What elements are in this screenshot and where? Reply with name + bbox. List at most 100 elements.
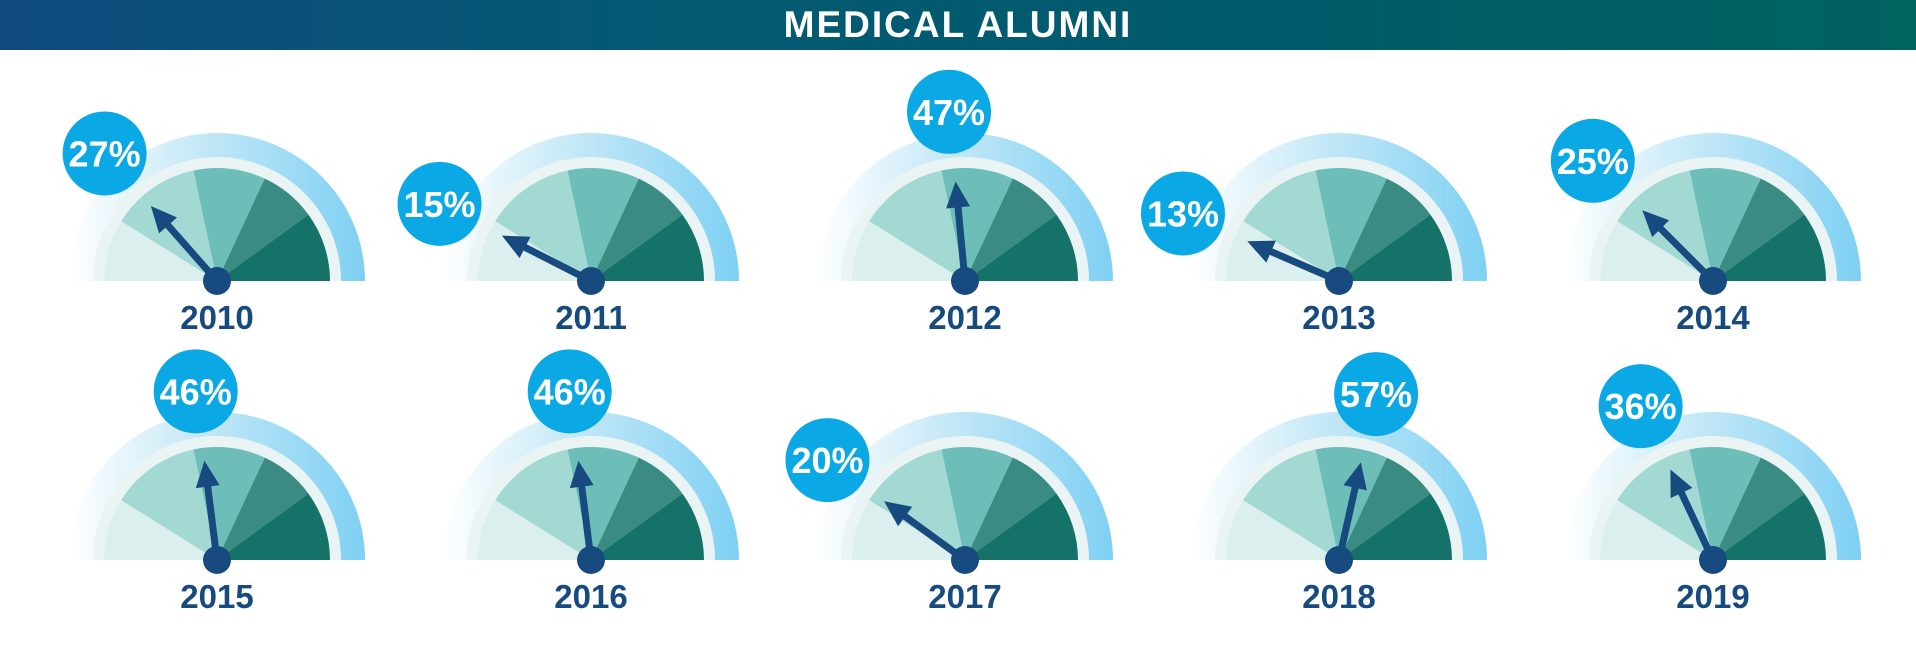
gauge-segment-2: [121, 449, 217, 560]
gauge-2010: 27% 2010: [62, 111, 365, 336]
needle-hub: [951, 267, 979, 295]
gauge-segment-4: [1339, 457, 1431, 560]
gauge-segment-5: [965, 493, 1078, 560]
gauge-2015: 46% 2015: [69, 349, 365, 615]
gauge-2013: 13% 2013: [1140, 133, 1487, 336]
year-label: 2012: [928, 299, 1001, 336]
needle-hub: [203, 267, 231, 295]
gauge-segment-5: [591, 214, 705, 281]
gauge-segment-4: [1713, 457, 1805, 560]
needle-arrowhead: [946, 181, 970, 209]
needle-hub: [1699, 546, 1727, 574]
page-title: MEDICAL ALUMNI: [783, 4, 1133, 45]
gauge-segment-2: [1243, 170, 1339, 281]
needle-arrowhead: [1247, 240, 1276, 263]
needle-arrowhead: [150, 205, 178, 234]
year-label: 2017: [928, 578, 1001, 615]
value-label: 20%: [791, 440, 863, 481]
gauge-segment-5: [1713, 493, 1826, 560]
year-label: 2015: [180, 578, 253, 615]
needle-arrowhead: [1642, 210, 1670, 238]
gauge-2012: 47% 2012: [817, 69, 1113, 336]
gauge-segment-5: [1339, 214, 1452, 281]
needle-hub: [951, 546, 979, 574]
gauge-segment-3: [1689, 447, 1761, 560]
gauge-segment-3: [1689, 168, 1761, 281]
value-label: 27%: [69, 133, 141, 174]
year-label: 2014: [1676, 299, 1750, 336]
gauge-segment-1: [1600, 221, 1713, 281]
title-banner: MEDICAL ALUMNI: [0, 0, 1916, 50]
value-bubble: [1550, 118, 1635, 203]
gauge-segment-4: [217, 457, 309, 560]
gauge-segment-1: [1600, 500, 1713, 560]
gauge-segment-5: [1713, 214, 1826, 281]
gauge-segment-2: [495, 449, 591, 560]
value-label: 15%: [403, 184, 475, 225]
gauge-segment-4: [217, 178, 309, 281]
gauge-segment-5: [591, 493, 705, 560]
year-label: 2016: [554, 578, 627, 615]
gauge-segment-4: [1713, 178, 1805, 281]
value-label: 13%: [1147, 193, 1219, 234]
value-bubble: [785, 418, 870, 503]
gauge-2018: 57% 2018: [1191, 352, 1487, 615]
gauge-segment-3: [941, 447, 1013, 560]
needle-hub: [1325, 546, 1353, 574]
value-label: 46%: [534, 371, 606, 412]
gauge-2016: 46% 2016: [443, 349, 739, 615]
gauge-segment-4: [591, 457, 683, 560]
needle-hub: [577, 546, 605, 574]
needle-arrowhead: [1670, 469, 1693, 499]
gauge-segment-5: [965, 214, 1078, 281]
gauge-segment-2: [869, 449, 965, 560]
needle-hub: [577, 267, 605, 295]
gauge-segment-2: [869, 170, 965, 281]
value-bubble: [62, 111, 147, 196]
gauge-segment-4: [965, 178, 1057, 281]
value-label: 36%: [1605, 386, 1677, 427]
gauge-2011: 15% 2011: [397, 133, 739, 336]
gauge-2017: 20% 2017: [785, 412, 1113, 615]
value-label: 46%: [160, 371, 232, 412]
value-label: 57%: [1340, 374, 1412, 415]
gauge-segment-4: [591, 178, 683, 281]
year-label: 2011: [555, 299, 627, 336]
needle-arrowhead: [1343, 462, 1367, 491]
gauge-segment-2: [1243, 449, 1339, 560]
gauge-segment-3: [567, 168, 639, 281]
value-label: 25%: [1557, 141, 1629, 182]
gauge-segment-1: [852, 500, 965, 560]
gauge-segment-1: [104, 221, 217, 281]
needle-arrowhead: [884, 501, 913, 527]
year-label: 2010: [180, 299, 253, 336]
gauge-segment-3: [1315, 168, 1387, 281]
needle-hub: [1325, 267, 1353, 295]
gauge-segment-1: [478, 500, 591, 560]
year-label: 2019: [1676, 578, 1749, 615]
year-label: 2013: [1302, 299, 1375, 336]
gauge-segment-2: [1617, 449, 1713, 560]
gauge-2014: 25% 2014: [1550, 118, 1861, 336]
value-bubble: [397, 161, 482, 246]
gauge-segment-3: [193, 168, 265, 281]
needle-hub: [203, 546, 231, 574]
value-bubble: [1334, 352, 1419, 437]
value-bubble: [527, 349, 612, 434]
value-label: 47%: [913, 92, 985, 133]
gauge-segment-1: [1226, 500, 1339, 560]
gauge-segment-2: [495, 170, 591, 281]
gauge-segment-5: [217, 214, 330, 281]
gauge-segment-1: [851, 221, 965, 281]
gauge-segment-4: [965, 457, 1057, 560]
gauge-segment-1: [104, 500, 217, 560]
value-bubble: [1598, 364, 1683, 449]
value-bubble: [1140, 171, 1225, 256]
needle-arrowhead: [195, 460, 220, 489]
needle-arrowhead: [501, 235, 531, 259]
needle-hub: [1699, 267, 1727, 295]
gauge-2019: 36% 2019: [1565, 364, 1861, 615]
year-label: 2018: [1302, 578, 1375, 615]
value-bubble: [153, 349, 238, 434]
